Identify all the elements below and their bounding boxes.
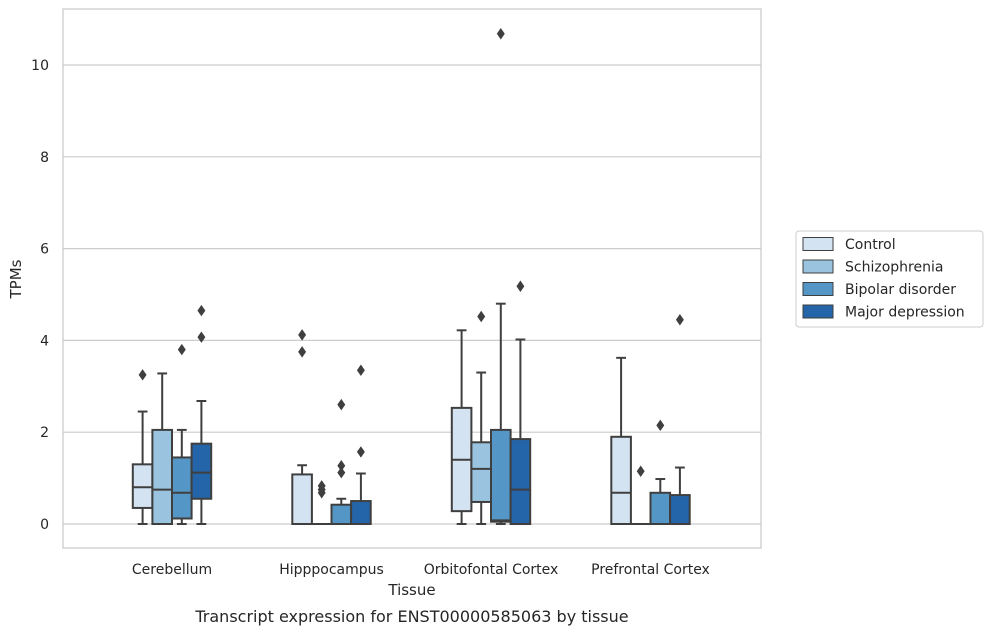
y-tick-label: 8 bbox=[40, 150, 49, 166]
box-body bbox=[151, 428, 173, 525]
box-body bbox=[190, 442, 213, 500]
box-control bbox=[131, 369, 154, 525]
y-tick-label: 2 bbox=[40, 425, 49, 441]
box-body bbox=[490, 428, 512, 523]
x-tick-label: Cerebellum bbox=[132, 562, 212, 578]
outlier-point bbox=[177, 343, 186, 356]
legend-label: Bipolar disorder bbox=[845, 282, 956, 298]
outlier-point bbox=[656, 419, 665, 432]
box-schizophrenia bbox=[151, 372, 173, 525]
legend-label: Schizophrenia bbox=[845, 260, 943, 276]
legend-label: Major depression bbox=[845, 305, 965, 321]
outlier-point bbox=[317, 480, 326, 492]
box-major-depression bbox=[350, 364, 372, 525]
box-body bbox=[131, 463, 154, 509]
box-body bbox=[509, 438, 532, 525]
legend-swatch bbox=[802, 237, 834, 251]
outlier-point bbox=[138, 369, 147, 381]
y-tick-label: 4 bbox=[40, 333, 49, 349]
box-major-depression bbox=[509, 280, 532, 525]
outlier-point bbox=[356, 446, 365, 458]
box-body bbox=[350, 500, 372, 525]
outlier-point bbox=[356, 364, 365, 376]
x-tick-label: Orbitofontal Cortex bbox=[424, 562, 559, 578]
outlier-point bbox=[337, 466, 346, 479]
box-schizophrenia bbox=[470, 310, 492, 525]
box-body bbox=[610, 435, 632, 526]
box-body bbox=[291, 473, 313, 526]
outlier-point bbox=[337, 459, 346, 472]
box-major-depression bbox=[669, 314, 691, 526]
box-control bbox=[450, 329, 473, 525]
box-body bbox=[171, 456, 193, 520]
y-axis-label: TPMs bbox=[7, 259, 25, 299]
x-tick-label: Prefrontal Cortex bbox=[591, 562, 710, 578]
outlier-point bbox=[675, 314, 684, 326]
x-axis-label: Tissue bbox=[387, 581, 435, 599]
y-tick-label: 10 bbox=[31, 58, 49, 74]
legend-swatch bbox=[802, 282, 834, 296]
outlier-point bbox=[477, 310, 486, 323]
box-body bbox=[649, 491, 672, 525]
box-plot-marks bbox=[131, 28, 691, 526]
y-tick-label: 6 bbox=[40, 242, 49, 258]
box-major-depression bbox=[190, 304, 213, 525]
box-bipolar-disorder bbox=[649, 419, 672, 525]
legend-swatch bbox=[802, 304, 834, 319]
outlier-point bbox=[496, 28, 505, 40]
box-bipolar-disorder bbox=[490, 28, 512, 525]
legend: Control Schizophrenia Bipolar disorder Majo… bbox=[795, 230, 984, 328]
box-body bbox=[669, 494, 691, 526]
outlier-point bbox=[197, 331, 206, 343]
box-schizophrenia bbox=[310, 480, 333, 526]
box-control bbox=[610, 356, 632, 526]
box-schizophrenia bbox=[629, 465, 652, 526]
legend-label: Control bbox=[845, 237, 896, 253]
outlier-point bbox=[636, 465, 645, 477]
y-tick-label: 0 bbox=[40, 517, 49, 533]
box-body bbox=[330, 503, 353, 525]
y-axis-ticks: 0 2 4 6 8 10 bbox=[31, 58, 49, 533]
outlier-point bbox=[197, 304, 206, 317]
box-bipolar-disorder bbox=[330, 398, 353, 525]
box-body bbox=[470, 441, 492, 503]
chart-title: Transcript expression for ENST0000058506… bbox=[194, 607, 628, 626]
outlier-point bbox=[298, 329, 307, 341]
legend-swatch bbox=[802, 259, 834, 274]
outlier-point bbox=[337, 398, 346, 411]
x-tick-label: Hipppocampus bbox=[279, 562, 384, 578]
outlier-point bbox=[516, 280, 525, 292]
box-control bbox=[291, 329, 313, 526]
legend-frame bbox=[795, 230, 984, 328]
x-axis-ticks: Cerebellum Hipppocampus Orbitofontal Corte… bbox=[132, 562, 710, 578]
box-bipolar-disorder bbox=[171, 343, 193, 525]
plot-frame bbox=[62, 8, 762, 549]
outlier-point bbox=[298, 346, 307, 358]
